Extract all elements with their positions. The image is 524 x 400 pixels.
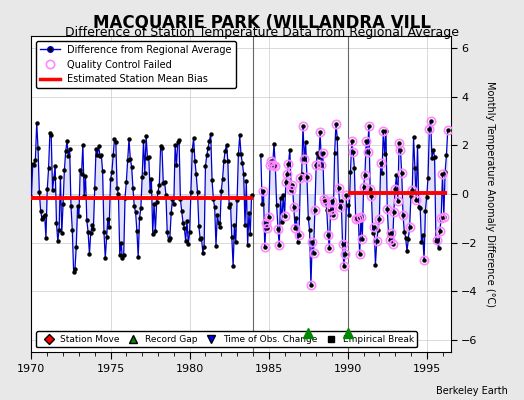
Y-axis label: Monthly Temperature Anomaly Difference (°C): Monthly Temperature Anomaly Difference (… [485, 81, 495, 307]
Text: Difference of Station Temperature Data from Regional Average: Difference of Station Temperature Data f… [65, 26, 459, 39]
Text: Berkeley Earth: Berkeley Earth [436, 386, 508, 396]
Text: MACQUARIE PARK (WILLANDRA VILL: MACQUARIE PARK (WILLANDRA VILL [93, 14, 431, 32]
Legend: Station Move, Record Gap, Time of Obs. Change, Empirical Break: Station Move, Record Gap, Time of Obs. C… [36, 331, 417, 348]
